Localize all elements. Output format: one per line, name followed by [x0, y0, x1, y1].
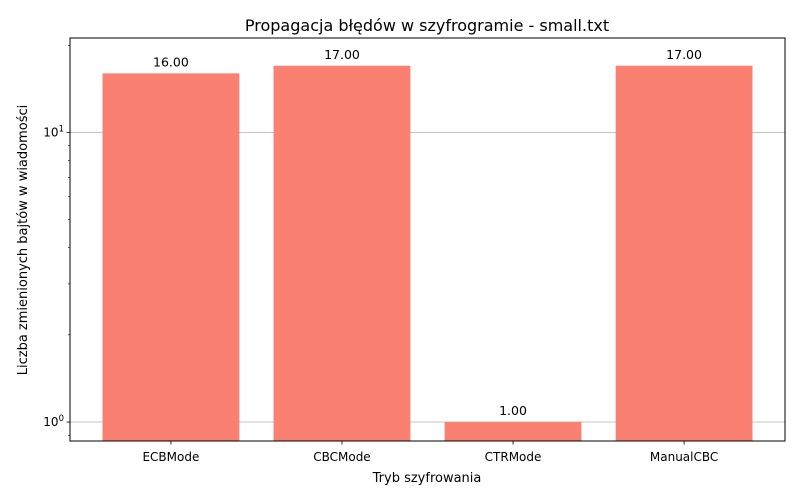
data-label: 1.00: [499, 403, 527, 418]
bar-manualcbc: [615, 65, 753, 441]
data-labels: 16.00 17.00 1.00 17.00: [153, 47, 702, 418]
y-tick-label: 100: [43, 414, 64, 429]
data-label: 17.00: [324, 47, 360, 62]
y-axis-ticks: 100 101: [43, 124, 70, 429]
x-tick-label: CTRMode: [485, 450, 542, 464]
y-tick-label: 101: [43, 124, 64, 139]
x-tick-label: ECBMode: [142, 450, 199, 464]
y-axis-label: Liczba zmienionych bajtów w wiadomości: [16, 105, 31, 376]
x-tick-label: ManualCBC: [650, 450, 718, 464]
plot-frame: [69, 37, 786, 442]
bars: [102, 65, 753, 442]
data-label: 16.00: [153, 54, 189, 69]
x-axis-label: Tryb szyfrowania: [372, 471, 482, 486]
chart-title: Propagacja błędów w szyfrogramie - small…: [245, 16, 609, 35]
data-label: 17.00: [666, 47, 702, 62]
x-axis-ticks: ECBMode CBCMode CTRMode ManualCBC: [142, 441, 718, 464]
x-tick-label: CBCMode: [313, 450, 370, 464]
bar-cbcmode: [273, 65, 411, 441]
bar-ctrmode: [444, 422, 582, 441]
bar-ecbmode: [102, 73, 240, 442]
